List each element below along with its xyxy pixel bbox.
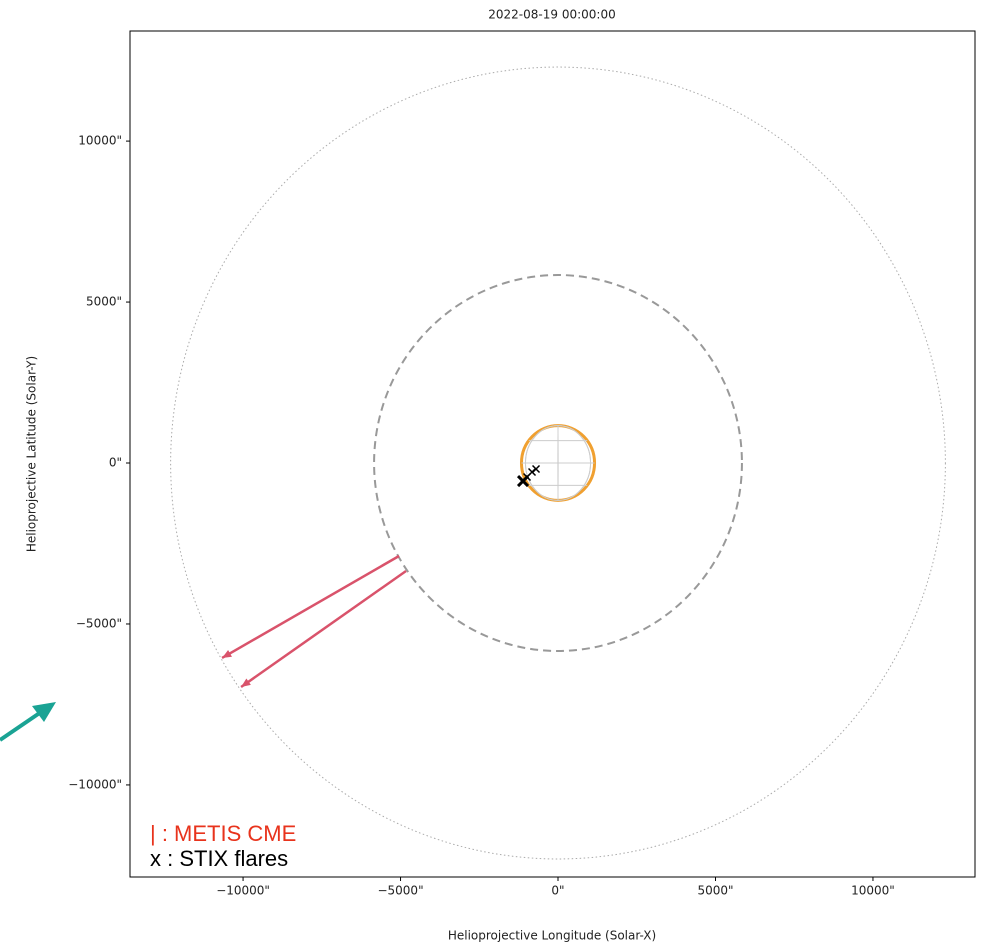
legend-entry: x : STIX flares <box>150 846 288 871</box>
circle <box>170 66 946 860</box>
circle <box>373 274 743 653</box>
x-tick-label: 0" <box>551 884 564 898</box>
axes-frame <box>129 30 976 878</box>
sun-grid-meridian <box>524 425 592 501</box>
y-axis-label: Helioprojective Latitude (Solar-Y) <box>25 356 39 552</box>
cme-arrow <box>221 554 400 660</box>
y-tick-label: 5000" <box>86 295 122 309</box>
y-tick-label: −5000" <box>76 616 122 630</box>
x-tick-label: 5000" <box>697 884 733 898</box>
teal-arrow <box>0 702 56 742</box>
legend-entry: | : METIS CME <box>150 821 296 846</box>
x-tick-label: −5000" <box>377 884 423 898</box>
x-tick-label: 10000" <box>851 884 895 898</box>
y-tick-label: 10000" <box>78 134 122 148</box>
y-tick-label: −10000" <box>68 777 122 791</box>
cme-arrow <box>240 569 407 688</box>
x-tick-label: −10000" <box>216 884 270 898</box>
flare-marker <box>531 464 541 474</box>
cme-arrow-head <box>222 649 232 658</box>
chart-title: 2022-08-19 00:00:00 <box>488 8 615 22</box>
x-axis-label: Helioprojective Longitude (Solar-X) <box>448 929 656 943</box>
y-tick-label: 0" <box>109 456 122 470</box>
cme-arrow-head <box>241 678 251 687</box>
